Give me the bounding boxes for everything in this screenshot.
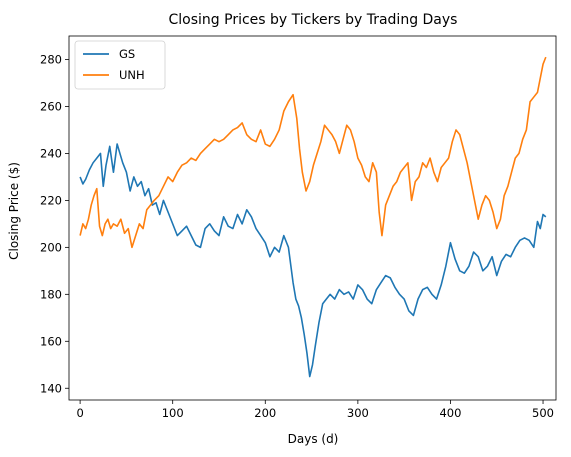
x-tick-label: 100: [162, 406, 184, 420]
axes-frame: [68, 35, 557, 401]
y-tick-label: 180: [40, 287, 62, 301]
y-tick-label: 160: [40, 334, 62, 348]
chart-title: Closing Prices by Tickers by Trading Day…: [169, 12, 458, 28]
x-axis-label: Days (d): [288, 432, 339, 446]
x-tick-label: 500: [532, 406, 554, 420]
y-tick-label: 140: [40, 381, 62, 395]
y-tick-label: 260: [40, 99, 62, 113]
y-tick-label: 220: [40, 193, 62, 207]
legend-label-gs: GS: [119, 47, 135, 61]
legend-box: [74, 40, 166, 90]
x-tick-label: 200: [254, 406, 276, 420]
series-line-unh: [79, 56, 547, 249]
y-tick-label: 240: [40, 146, 62, 160]
plot-area: 0 100 200 300 400 500 140 160 180 200 220 240 260 280…: [40, 35, 557, 420]
x-tick-label: 0: [76, 406, 83, 420]
legend: GS UNH: [74, 40, 166, 90]
x-tick-label: 400: [439, 406, 461, 420]
y-axis-label: Closing Price ($): [7, 162, 21, 260]
series-line-gs: [79, 143, 547, 378]
y-tick-label: 280: [40, 52, 62, 66]
y-tick-label: 200: [40, 240, 62, 254]
x-tick-label: 300: [347, 406, 369, 420]
legend-label-unh: UNH: [119, 68, 145, 82]
